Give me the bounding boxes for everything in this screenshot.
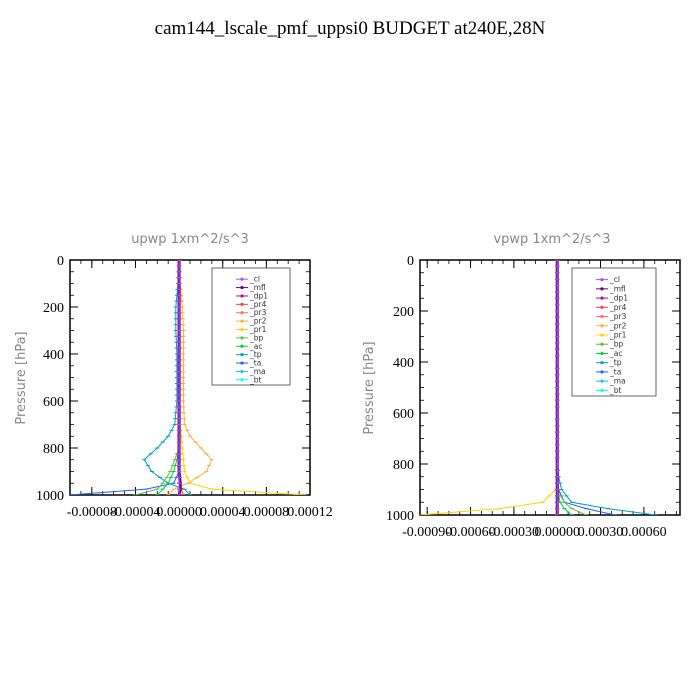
- legend-label: _bt: [609, 386, 622, 395]
- chart-title: upwp 1xm^2/s^3: [131, 232, 249, 247]
- legend: _cl_mfl_dp1_pr4_pr3_pr2_pr1_bp_ac_tp_ta_…: [211, 267, 291, 386]
- legend-label: _bp: [609, 340, 624, 349]
- legend-marker: [240, 285, 244, 290]
- legend-label: _tp: [249, 350, 262, 359]
- legend-box: [571, 267, 657, 397]
- legend-label: _dp1: [609, 294, 628, 303]
- legend-marker: [600, 324, 604, 328]
- legend-label: _pr4: [609, 303, 627, 312]
- legend-marker: [240, 344, 244, 348]
- legend-label: _cl: [249, 275, 260, 284]
- y-axis-label: Pressure [hPa]: [14, 331, 29, 424]
- legend-marker: [240, 378, 244, 382]
- legend-marker: [240, 311, 244, 315]
- x-tick-label: 0.00030: [578, 525, 624, 540]
- x-tick-label: -0.00030: [489, 525, 539, 540]
- legend-label: _bp: [249, 333, 264, 342]
- y-tick-label: 600: [393, 407, 414, 422]
- legend-label: _ta: [609, 367, 621, 376]
- legend-marker: [600, 388, 604, 392]
- y-tick-label: 200: [43, 301, 64, 316]
- x-tick-label: 0.00000: [534, 525, 580, 540]
- legend-marker: [240, 319, 244, 323]
- y-tick-label: 800: [393, 458, 414, 473]
- legend-marker: [600, 379, 604, 383]
- legend-marker: [600, 361, 604, 365]
- legend-box: [211, 267, 291, 386]
- y-axis-label: Pressure [hPa]: [362, 341, 377, 434]
- x-tick-label: 0.00000: [156, 505, 202, 520]
- legend-marker: [600, 314, 604, 319]
- legend-marker: [600, 370, 604, 374]
- chart-title: vpwp 1xm^2/s^3: [493, 232, 610, 247]
- y-tick-label: 200: [393, 305, 414, 320]
- y-tick-label: 1000: [36, 489, 64, 504]
- legend: _cl_mfl_dp1_pr4_pr3_pr2_pr1_bp_ac_tp_ta_…: [571, 267, 657, 397]
- legend-label: _mfl: [249, 283, 266, 292]
- x-tick-label: -0.00008: [67, 505, 117, 520]
- y-tick-label: 1000: [386, 509, 414, 524]
- legend-marker: [600, 333, 604, 337]
- legend-label: _ta: [249, 359, 261, 368]
- legend-label: _ma: [249, 367, 266, 376]
- legend-label: _dp1: [249, 291, 268, 300]
- legend-label: _pr1: [249, 325, 267, 334]
- legend-marker: [600, 278, 604, 282]
- legend-label: _pr1: [609, 331, 627, 340]
- y-tick-label: 0: [407, 254, 414, 269]
- legend-marker: [600, 305, 604, 309]
- x-tick-label: -0.00060: [445, 525, 495, 540]
- legend-marker: [600, 351, 604, 356]
- series-line-pr1: [420, 260, 558, 515]
- legend-marker: [600, 342, 604, 346]
- x-tick-label: -0.00004: [110, 505, 160, 520]
- legend-label: _cl: [609, 275, 620, 284]
- legend-label: _pr2: [609, 321, 627, 330]
- legend-marker: [240, 361, 244, 365]
- y-tick-label: 0: [57, 254, 64, 269]
- legend-label: _pr3: [609, 312, 627, 321]
- legend-marker: [240, 302, 244, 306]
- legend-label: _pr3: [249, 308, 267, 317]
- y-tick-label: 800: [43, 442, 64, 457]
- legend-label: _ma: [609, 377, 626, 386]
- legend-marker: [240, 369, 244, 374]
- legend-label: _ac: [609, 349, 622, 358]
- x-tick-label: 0.00060: [621, 525, 667, 540]
- legend-marker: [240, 294, 244, 298]
- legend-marker: [240, 336, 244, 340]
- x-tick-label: 0.00012: [287, 505, 333, 520]
- x-tick-label: 0.00008: [244, 505, 290, 520]
- x-tick-label: -0.00090: [402, 525, 452, 540]
- legend-marker: [600, 296, 604, 300]
- x-tick-label: 0.00004: [200, 505, 246, 520]
- legend-label: _pr2: [249, 317, 267, 326]
- series-group: [70, 260, 307, 495]
- legend-marker: [600, 287, 604, 291]
- legend-label: _bt: [249, 375, 262, 384]
- figure-title: cam144_lscale_pmf_uppsi0 BUDGET at240E,2…: [154, 18, 546, 39]
- y-tick-label: 400: [393, 356, 414, 371]
- legend-marker: [240, 277, 244, 281]
- legend-label: _tp: [609, 358, 622, 367]
- legend-label: _mfl: [609, 284, 626, 293]
- legend-label: _pr4: [249, 300, 267, 309]
- y-tick-label: 400: [43, 348, 64, 363]
- y-tick-label: 600: [43, 395, 64, 410]
- legend-marker: [240, 353, 244, 357]
- series-group: [420, 260, 658, 515]
- legend-marker: [240, 327, 244, 332]
- legend-label: _ac: [249, 342, 262, 351]
